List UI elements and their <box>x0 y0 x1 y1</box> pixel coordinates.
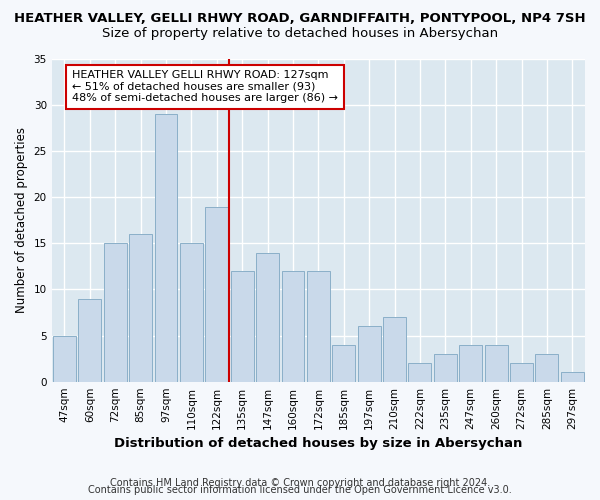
Bar <box>307 271 330 382</box>
Bar <box>434 354 457 382</box>
Text: Size of property relative to detached houses in Abersychan: Size of property relative to detached ho… <box>102 28 498 40</box>
Bar <box>561 372 584 382</box>
Bar <box>129 234 152 382</box>
Bar <box>383 317 406 382</box>
Bar <box>231 271 254 382</box>
Bar <box>281 271 304 382</box>
Text: Contains HM Land Registry data © Crown copyright and database right 2024.: Contains HM Land Registry data © Crown c… <box>110 478 490 488</box>
Bar <box>256 252 279 382</box>
Bar <box>485 345 508 382</box>
Text: HEATHER VALLEY GELLI RHWY ROAD: 127sqm
← 51% of detached houses are smaller (93): HEATHER VALLEY GELLI RHWY ROAD: 127sqm ←… <box>72 70 338 103</box>
Bar <box>79 298 101 382</box>
Bar <box>510 363 533 382</box>
Bar <box>180 244 203 382</box>
Bar <box>535 354 559 382</box>
Text: Contains public sector information licensed under the Open Government Licence v3: Contains public sector information licen… <box>88 485 512 495</box>
Y-axis label: Number of detached properties: Number of detached properties <box>15 128 28 314</box>
Bar <box>459 345 482 382</box>
Bar <box>358 326 380 382</box>
X-axis label: Distribution of detached houses by size in Abersychan: Distribution of detached houses by size … <box>114 437 523 450</box>
Bar <box>155 114 178 382</box>
Bar <box>205 206 228 382</box>
Bar <box>332 345 355 382</box>
Bar <box>409 363 431 382</box>
Bar <box>104 244 127 382</box>
Bar <box>53 336 76 382</box>
Text: HEATHER VALLEY, GELLI RHWY ROAD, GARNDIFFAITH, PONTYPOOL, NP4 7SH: HEATHER VALLEY, GELLI RHWY ROAD, GARNDIF… <box>14 12 586 26</box>
